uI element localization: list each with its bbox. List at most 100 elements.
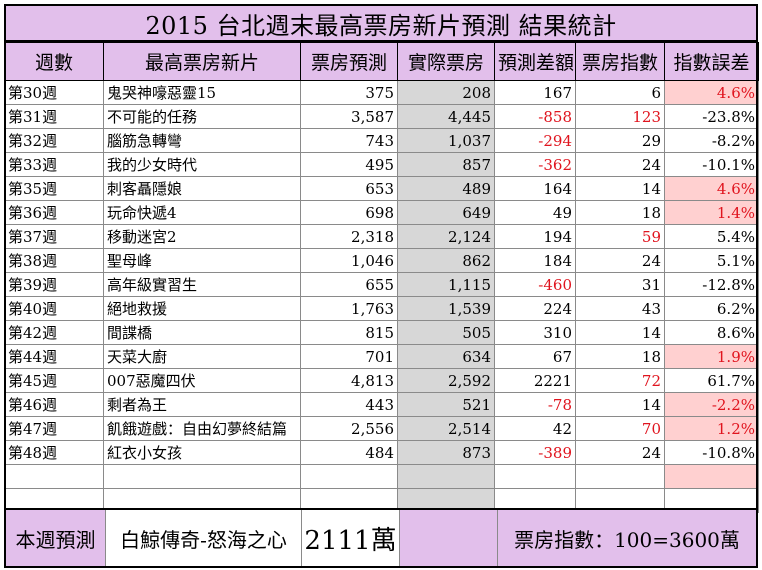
cell-error[interactable]: 6.2% (664, 296, 759, 321)
cell-error[interactable]: 1.9% (664, 344, 759, 369)
cell-diff-empty[interactable] (494, 464, 576, 489)
cell-week[interactable]: 第36週 (4, 200, 104, 225)
cell-forecast[interactable]: 815 (300, 320, 398, 345)
cell-week[interactable]: 第38週 (4, 248, 104, 273)
cell-index[interactable]: 59 (575, 224, 665, 249)
cell-actual-empty[interactable] (397, 464, 495, 489)
cell-forecast[interactable]: 484 (300, 440, 398, 465)
cell-diff[interactable]: 184 (494, 248, 576, 273)
cell-index[interactable]: 24 (575, 440, 665, 465)
cell-week[interactable]: 第45週 (4, 368, 104, 393)
cell-index[interactable]: 72 (575, 368, 665, 393)
cell-index[interactable]: 31 (575, 272, 665, 297)
cell-index[interactable]: 43 (575, 296, 665, 321)
cell-actual[interactable]: 208 (397, 80, 495, 105)
cell-error[interactable]: 8.6% (664, 320, 759, 345)
cell-forecast[interactable]: 655 (300, 272, 398, 297)
cell-actual[interactable]: 873 (397, 440, 495, 465)
cell-week[interactable]: 第32週 (4, 128, 104, 153)
cell-week[interactable]: 第39週 (4, 272, 104, 297)
cell-index[interactable]: 24 (575, 248, 665, 273)
cell-forecast[interactable]: 653 (300, 176, 398, 201)
cell-film[interactable]: 玩命快遞4 (103, 200, 301, 225)
cell-week[interactable]: 第37週 (4, 224, 104, 249)
cell-actual[interactable]: 2,514 (397, 416, 495, 441)
cell-index[interactable]: 14 (575, 392, 665, 417)
cell-index[interactable]: 29 (575, 128, 665, 153)
cell-film-empty[interactable] (103, 464, 301, 489)
cell-forecast[interactable]: 1,046 (300, 248, 398, 273)
cell-forecast[interactable]: 743 (300, 128, 398, 153)
cell-forecast-empty[interactable] (300, 464, 398, 489)
cell-forecast[interactable]: 1,763 (300, 296, 398, 321)
cell-diff[interactable]: -362 (494, 152, 576, 177)
cell-error[interactable]: -10.8% (664, 440, 759, 465)
cell-diff[interactable]: 42 (494, 416, 576, 441)
cell-diff[interactable]: -78 (494, 392, 576, 417)
cell-week[interactable]: 第42週 (4, 320, 104, 345)
cell-week[interactable]: 第31週 (4, 104, 104, 129)
cell-actual[interactable]: 862 (397, 248, 495, 273)
cell-error[interactable]: 4.6% (664, 80, 759, 105)
cell-actual[interactable]: 2,124 (397, 224, 495, 249)
cell-film[interactable]: 刺客聶隱娘 (103, 176, 301, 201)
cell-error[interactable]: -23.8% (664, 104, 759, 129)
cell-actual[interactable]: 489 (397, 176, 495, 201)
cell-film[interactable]: 腦筋急轉彎 (103, 128, 301, 153)
cell-film[interactable]: 移動迷宮2 (103, 224, 301, 249)
cell-error[interactable]: 1.2% (664, 416, 759, 441)
cell-diff[interactable]: -389 (494, 440, 576, 465)
footer-empty-cell[interactable] (400, 510, 498, 566)
cell-index[interactable]: 70 (575, 416, 665, 441)
cell-film[interactable]: 間諜橋 (103, 320, 301, 345)
cell-forecast[interactable]: 2,556 (300, 416, 398, 441)
cell-actual[interactable]: 649 (397, 200, 495, 225)
cell-diff[interactable]: 310 (494, 320, 576, 345)
cell-week[interactable]: 第46週 (4, 392, 104, 417)
cell-error[interactable]: 4.6% (664, 176, 759, 201)
cell-week[interactable]: 第33週 (4, 152, 104, 177)
cell-forecast[interactable]: 443 (300, 392, 398, 417)
cell-index[interactable]: 14 (575, 176, 665, 201)
cell-error[interactable]: 61.7% (664, 368, 759, 393)
cell-error-empty[interactable] (664, 464, 759, 489)
cell-error[interactable]: -10.1% (664, 152, 759, 177)
cell-diff[interactable]: 224 (494, 296, 576, 321)
cell-index[interactable]: 123 (575, 104, 665, 129)
cell-error[interactable]: 5.4% (664, 224, 759, 249)
cell-week[interactable]: 第40週 (4, 296, 104, 321)
cell-diff[interactable]: -858 (494, 104, 576, 129)
cell-week[interactable]: 第30週 (4, 80, 104, 105)
cell-week-empty[interactable] (4, 464, 104, 489)
cell-diff[interactable]: -294 (494, 128, 576, 153)
cell-film[interactable]: 不可能的任務 (103, 104, 301, 129)
cell-actual[interactable]: 634 (397, 344, 495, 369)
cell-error[interactable]: 5.1% (664, 248, 759, 273)
cell-film[interactable]: 紅衣小女孩 (103, 440, 301, 465)
cell-actual[interactable]: 1,115 (397, 272, 495, 297)
cell-diff[interactable]: 167 (494, 80, 576, 105)
cell-error[interactable]: -8.2% (664, 128, 759, 153)
cell-actual[interactable]: 2,592 (397, 368, 495, 393)
cell-week[interactable]: 第48週 (4, 440, 104, 465)
footer-label[interactable]: 本週預測 (6, 510, 106, 566)
cell-diff[interactable]: 164 (494, 176, 576, 201)
cell-week[interactable]: 第44週 (4, 344, 104, 369)
cell-forecast[interactable]: 495 (300, 152, 398, 177)
cell-diff[interactable]: 67 (494, 344, 576, 369)
cell-error[interactable]: 1.4% (664, 200, 759, 225)
cell-diff[interactable]: 49 (494, 200, 576, 225)
cell-actual[interactable]: 521 (397, 392, 495, 417)
cell-diff[interactable]: 194 (494, 224, 576, 249)
cell-diff[interactable]: 2221 (494, 368, 576, 393)
cell-film[interactable]: 高年級實習生 (103, 272, 301, 297)
footer-forecast[interactable]: 2111萬 (302, 510, 400, 566)
cell-index-empty[interactable] (575, 464, 665, 489)
cell-actual[interactable]: 857 (397, 152, 495, 177)
cell-index[interactable]: 6 (575, 80, 665, 105)
cell-index[interactable]: 18 (575, 200, 665, 225)
cell-index[interactable]: 14 (575, 320, 665, 345)
cell-film[interactable]: 飢餓遊戲：自由幻夢終結篇 (103, 416, 301, 441)
cell-diff[interactable]: -460 (494, 272, 576, 297)
cell-actual[interactable]: 4,445 (397, 104, 495, 129)
